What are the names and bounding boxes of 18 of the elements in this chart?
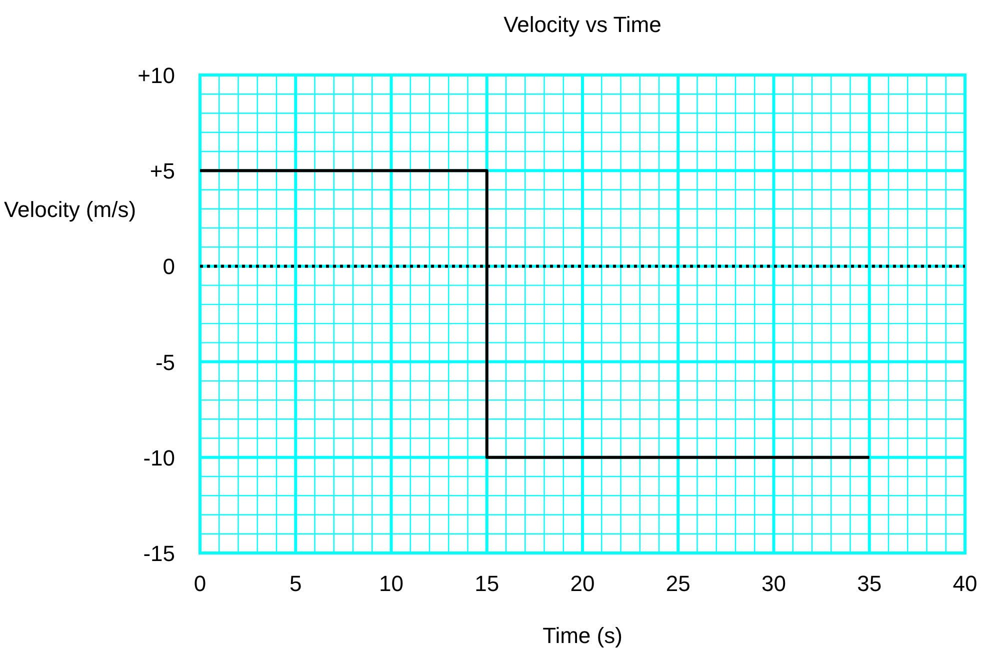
x-tick-label: 40: [952, 571, 978, 596]
y-tick-label: -10: [143, 445, 175, 470]
y-tick-label: +10: [138, 63, 175, 88]
x-tick-label: 0: [194, 571, 206, 596]
x-axis-title: Time (s): [542, 623, 622, 648]
x-tick-label: 25: [666, 571, 690, 596]
y-tick-label: +5: [150, 158, 175, 184]
chart-title: Velocity vs Time: [504, 12, 662, 37]
x-tick-label: 20: [570, 571, 595, 596]
x-tick-label: 10: [379, 571, 404, 596]
x-tick-label: 15: [474, 571, 500, 596]
y-axis-title: Velocity (m/s): [4, 196, 136, 222]
x-tick-label: 5: [290, 571, 302, 596]
x-tick-label: 30: [762, 571, 786, 596]
y-tick-label: -15: [143, 541, 175, 566]
y-tick-label: -5: [155, 350, 175, 375]
x-tick-label: 35: [857, 571, 882, 596]
y-tick-label: 0: [162, 254, 175, 280]
